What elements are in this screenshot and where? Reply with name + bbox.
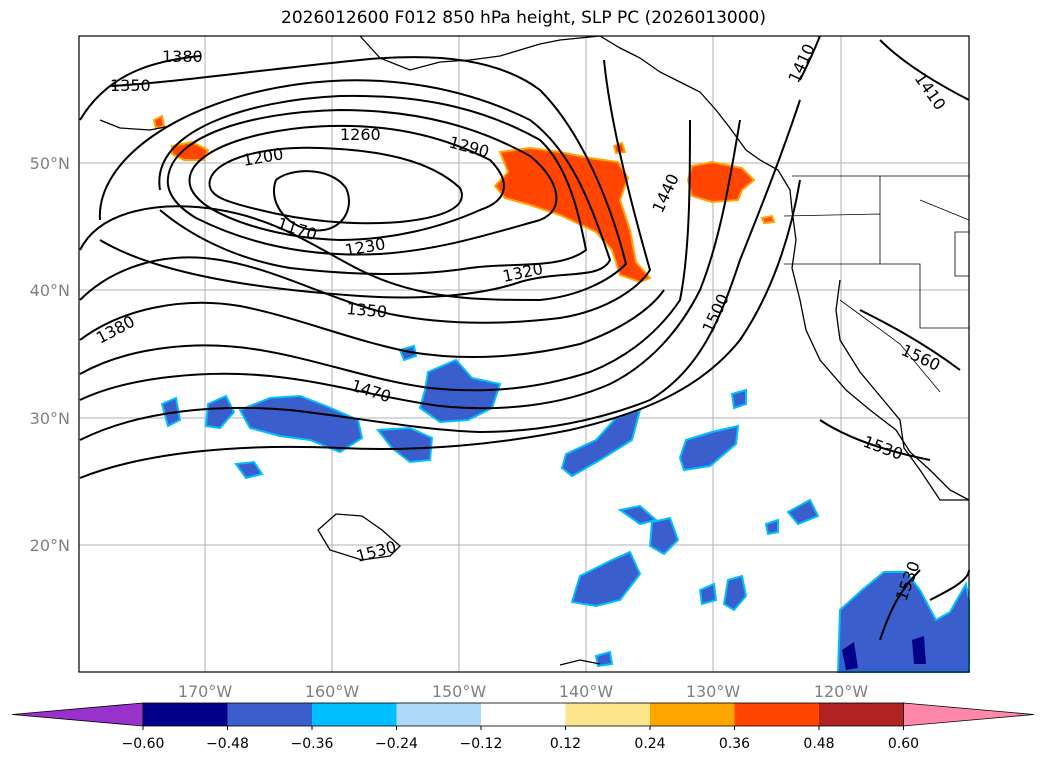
lat-label: 40°N <box>30 281 70 300</box>
colorbar-tick-label: 0.24 <box>634 736 665 752</box>
colorbar-tick-label: 0.60 <box>888 736 919 752</box>
contour-1380 <box>79 59 652 324</box>
contour-1200 <box>208 146 463 225</box>
colorbar-extend-high <box>903 702 1035 727</box>
positive-anomaly-regions <box>152 114 776 284</box>
colorbar-tick-label: 0.12 <box>550 736 581 752</box>
colorbar-segment <box>481 703 566 726</box>
colorbar-tick-label: −0.60 <box>122 736 165 752</box>
anomaly-region-mid-1 <box>560 408 642 478</box>
colorbar-tick-label: −0.24 <box>375 736 418 752</box>
anomaly-region-gulf-alaska <box>493 146 652 284</box>
contour-1530b <box>819 419 931 461</box>
anomaly-region-west-5 <box>234 460 264 480</box>
colorbar: −0.60 −0.48 −0.36 −0.24 −0.12 0.12 0.24 0.36 0.4… <box>11 702 1035 752</box>
contour-1290 <box>158 94 588 275</box>
colorbar-tick-label: −0.12 <box>460 736 503 752</box>
lon-label: 160°W <box>305 682 360 701</box>
colorbar-segment <box>396 703 482 726</box>
contour-1440 <box>79 119 691 392</box>
anomaly-region-mid-3 <box>648 516 680 556</box>
anomaly-region-small-3 <box>760 214 776 225</box>
anomaly-region-west-band <box>238 394 364 454</box>
contour-1320 <box>98 79 612 299</box>
colorbar-tick-label: −0.36 <box>291 736 334 752</box>
contour-label: 1260 <box>340 125 381 144</box>
anomaly-region-mid-8 <box>730 388 747 410</box>
colorbar-segment <box>819 703 904 726</box>
anomaly-region-mid-12 <box>698 582 718 606</box>
lon-label: 170°W <box>178 682 233 701</box>
colorbar-tick-label: −0.48 <box>206 736 249 752</box>
contour-1470 <box>79 119 741 410</box>
lon-label: 150°W <box>432 682 487 701</box>
contour-1500 <box>79 99 801 441</box>
colorbar-segment <box>143 703 228 726</box>
anomaly-region-mid-10 <box>398 344 418 362</box>
latitude-labels: 50°N 40°N 30°N 20°N <box>30 154 70 555</box>
contour-label: 1350 <box>110 76 151 95</box>
colorbar-tick-label: 0.36 <box>719 736 750 752</box>
longitude-labels: 170°W 160°W 150°W 140°W 130°W 120°W <box>178 682 869 701</box>
contour-label: 1380 <box>162 47 203 66</box>
contour-label: 1350 <box>346 299 388 321</box>
contour-1170 <box>273 170 350 232</box>
lon-label: 130°W <box>686 682 741 701</box>
contour-1560 <box>859 309 961 371</box>
contour-1410 <box>79 289 665 359</box>
colorbar-segment <box>565 703 651 726</box>
anomaly-region-west-2 <box>376 426 434 464</box>
contour-1260 <box>166 108 558 256</box>
contour-1380b <box>79 55 201 121</box>
contour-1350 <box>79 56 628 302</box>
colorbar-segment <box>312 703 397 726</box>
lon-label: 140°W <box>559 682 614 701</box>
height-contours <box>79 35 970 641</box>
anomaly-region-mid-5 <box>617 504 659 526</box>
coastlines <box>99 35 970 666</box>
contour-1530 <box>79 179 801 479</box>
anomaly-region-mid-11 <box>594 650 614 668</box>
lat-label: 30°N <box>30 409 70 428</box>
anomaly-region-mid-4 <box>570 550 642 608</box>
anomaly-region-aleutian <box>171 140 210 161</box>
colorbar-segment <box>227 703 313 726</box>
colorbar-segment <box>650 703 735 726</box>
colorbar-segment <box>734 703 820 726</box>
colorbar-outline <box>142 702 904 727</box>
map-title: 2026012600 F012 850 hPa height, SLP PC (… <box>281 8 766 28</box>
lon-label: 120°W <box>814 682 869 701</box>
anomaly-region-mid-6 <box>722 574 748 612</box>
anomaly-region-mid-9 <box>764 518 779 536</box>
contour-1530c <box>879 569 921 641</box>
anomaly-region-west-3 <box>204 394 236 430</box>
colorbar-extend-low <box>11 702 144 727</box>
contour-1410c <box>799 35 821 81</box>
lat-label: 50°N <box>30 154 70 173</box>
anomaly-region-southeast-core-2 <box>912 636 926 664</box>
lat-label: 20°N <box>30 536 70 555</box>
contour-1230 <box>188 124 505 242</box>
colorbar-tick-label: 0.48 <box>803 736 834 752</box>
anomaly-region-southeast-core <box>842 642 858 670</box>
contour-1410b <box>879 39 970 101</box>
map-frame <box>78 35 970 673</box>
anomaly-region-mid-2 <box>678 424 740 472</box>
anomaly-region-small-1 <box>152 114 166 130</box>
anomaly-region-mid-7 <box>786 498 820 526</box>
